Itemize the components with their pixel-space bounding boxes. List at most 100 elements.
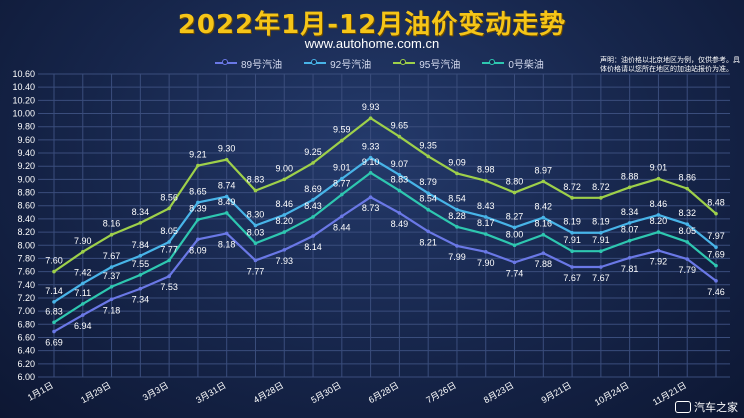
x-tick-label: 6月28日	[367, 380, 401, 405]
data-point-0	[340, 192, 344, 197]
y-tick-label: 7.60	[17, 267, 35, 277]
data-label-92: 8.19	[563, 217, 581, 227]
data-label-0: 6.83	[45, 306, 63, 316]
legend-item-92[interactable]: 92号汽油	[304, 56, 371, 71]
data-point-89	[224, 231, 229, 236]
data-label-89: 7.92	[650, 257, 668, 267]
data-label-0: 8.20	[650, 216, 668, 226]
data-point-92	[483, 215, 488, 219]
data-label-89: 7.67	[563, 273, 581, 283]
x-tick-label: 7月26日	[424, 380, 458, 405]
data-point-0	[483, 232, 488, 236]
data-label-0: 7.77	[160, 244, 178, 254]
x-tick-label: 1月1日	[26, 380, 55, 403]
y-tick-label: 8.20	[17, 227, 35, 237]
data-point-92	[541, 215, 546, 220]
data-point-95	[483, 178, 488, 183]
data-label-92: 8.34	[621, 207, 639, 217]
data-point-0	[541, 232, 546, 237]
data-label-95: 8.48	[707, 198, 725, 208]
data-label-89: 8.18	[218, 239, 236, 249]
data-label-92: 8.05	[160, 226, 178, 236]
data-point-92	[627, 221, 632, 225]
data-point-95	[541, 179, 546, 184]
data-label-92: 8.27	[506, 211, 524, 221]
data-label-92: 9.33	[362, 142, 380, 152]
data-label-95: 9.21	[189, 150, 207, 160]
data-point-89	[282, 248, 287, 252]
data-point-0	[311, 215, 315, 219]
y-tick-label: 9.40	[17, 148, 35, 158]
data-point-89	[253, 258, 258, 263]
axis-layer: 6.00 6.20 6.40 6.60 6.80 7.00 7.20 7.40 7.60 7.80…	[12, 69, 688, 408]
data-point-92	[714, 245, 718, 250]
data-point-0	[368, 171, 373, 175]
legend-item-0[interactable]: 0号柴油	[482, 56, 544, 71]
data-point-89	[80, 313, 85, 317]
data-label-89: 7.53	[160, 282, 178, 292]
data-label-89: 7.99	[448, 252, 466, 262]
data-label-95: 9.01	[650, 163, 668, 173]
y-tick-label: 6.00	[17, 372, 35, 382]
legend-swatch-icon	[304, 59, 327, 65]
data-label-92: 8.43	[477, 201, 495, 211]
data-point-92	[368, 155, 373, 160]
data-label-0: 8.00	[506, 229, 524, 239]
data-label-92: 9.07	[391, 159, 409, 169]
y-tick-label: 10.00	[12, 109, 35, 119]
legend: 89号汽油 92号汽油 95号汽油 0号柴油	[215, 56, 544, 71]
data-point-89	[512, 260, 517, 265]
data-point-0	[282, 230, 287, 234]
data-label-0: 8.20	[275, 216, 293, 226]
legend-label: 92号汽油	[330, 59, 372, 71]
data-point-89	[52, 329, 56, 334]
data-label-89: 8.49	[391, 219, 409, 229]
data-label-89: 8.14	[304, 242, 322, 252]
data-point-0	[109, 284, 114, 289]
data-label-89: 7.77	[247, 266, 265, 276]
data-point-95	[52, 269, 56, 274]
data-point-95	[627, 185, 632, 190]
data-label-95: 8.16	[103, 219, 121, 229]
data-label-92: 8.32	[678, 208, 696, 218]
data-label-0: 8.77	[333, 179, 351, 189]
data-label-0: 9.10	[362, 157, 380, 167]
x-tick-label: 10月24日	[593, 380, 631, 408]
data-point-89	[368, 195, 373, 199]
data-label-92: 7.14	[45, 286, 63, 296]
legend-label: 95号汽油	[419, 59, 461, 71]
data-label-0: 8.28	[448, 211, 466, 221]
chart-subtitle: www.autohome.com.cn	[304, 36, 440, 51]
data-label-95: 8.98	[477, 165, 495, 175]
legend-label: 89号汽油	[241, 59, 283, 71]
data-label-0: 8.49	[218, 197, 236, 207]
data-point-95	[368, 116, 373, 120]
data-label-0: 8.54	[419, 194, 437, 204]
data-label-89: 6.94	[74, 321, 92, 331]
data-point-92	[282, 213, 287, 217]
data-point-89	[483, 250, 488, 254]
data-label-89: 7.46	[707, 287, 725, 297]
data-point-0	[52, 320, 56, 325]
y-tick-label: 7.00	[17, 306, 35, 316]
legend-swatch-icon	[215, 59, 237, 65]
data-point-92	[512, 225, 517, 230]
y-tick-label: 9.60	[17, 135, 35, 145]
data-point-0	[455, 225, 459, 229]
y-tick-label: 8.80	[17, 188, 35, 198]
data-point-92	[138, 254, 143, 258]
data-point-92	[196, 200, 200, 205]
series-line-89	[53, 196, 717, 333]
y-tick-label: 7.80	[17, 253, 35, 263]
legend-item-89[interactable]: 89号汽油	[215, 56, 282, 71]
x-tick-label: 8月23日	[482, 380, 516, 405]
data-point-0	[426, 207, 430, 212]
data-point-92	[80, 281, 85, 286]
data-point-89	[656, 248, 661, 253]
data-label-95: 7.60	[45, 256, 63, 266]
legend-item-95[interactable]: 95号汽油	[393, 56, 460, 71]
y-tick-label: 10.20	[12, 95, 35, 105]
data-point-0	[714, 263, 718, 268]
chart-title: 2022年1月-12月油价变动走势	[177, 10, 567, 40]
